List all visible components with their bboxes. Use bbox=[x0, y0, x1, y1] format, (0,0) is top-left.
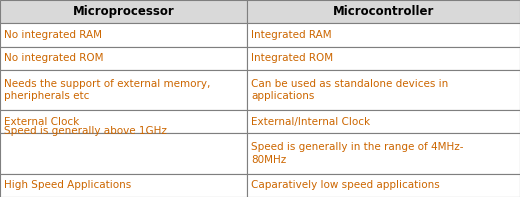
Bar bbox=[247, 47, 520, 70]
Text: Microprocessor: Microprocessor bbox=[73, 5, 174, 18]
Text: Can be used as standalone devices in
applications: Can be used as standalone devices in app… bbox=[251, 79, 448, 101]
Text: External/Internal Clock: External/Internal Clock bbox=[251, 117, 370, 127]
Bar bbox=[247, 70, 520, 110]
Bar bbox=[247, 174, 520, 197]
Text: Needs the support of external memory,
pheripherals etc: Needs the support of external memory, ph… bbox=[4, 79, 211, 101]
Bar bbox=[0, 47, 247, 70]
Bar bbox=[247, 110, 520, 133]
Bar bbox=[0, 133, 247, 174]
Text: No integrated RAM: No integrated RAM bbox=[4, 30, 102, 40]
Text: Caparatively low speed applications: Caparatively low speed applications bbox=[251, 180, 440, 190]
Text: External Clock: External Clock bbox=[4, 117, 79, 127]
Text: High Speed Applications: High Speed Applications bbox=[4, 180, 131, 190]
Bar bbox=[0, 110, 247, 133]
Text: Integrated RAM: Integrated RAM bbox=[251, 30, 332, 40]
Bar bbox=[247, 133, 520, 174]
Text: No integrated ROM: No integrated ROM bbox=[4, 53, 103, 63]
Text: Microcontroller: Microcontroller bbox=[333, 5, 434, 18]
Bar bbox=[0, 174, 247, 197]
Bar bbox=[0, 0, 247, 23]
Bar bbox=[0, 70, 247, 110]
Text: Speed is generally in the range of 4MHz-
80MHz: Speed is generally in the range of 4MHz-… bbox=[251, 142, 463, 165]
Text: Integrated ROM: Integrated ROM bbox=[251, 53, 333, 63]
Bar bbox=[247, 0, 520, 23]
Text: Speed is generally above 1GHz: Speed is generally above 1GHz bbox=[4, 126, 167, 137]
Bar bbox=[0, 23, 247, 47]
Bar bbox=[247, 23, 520, 47]
